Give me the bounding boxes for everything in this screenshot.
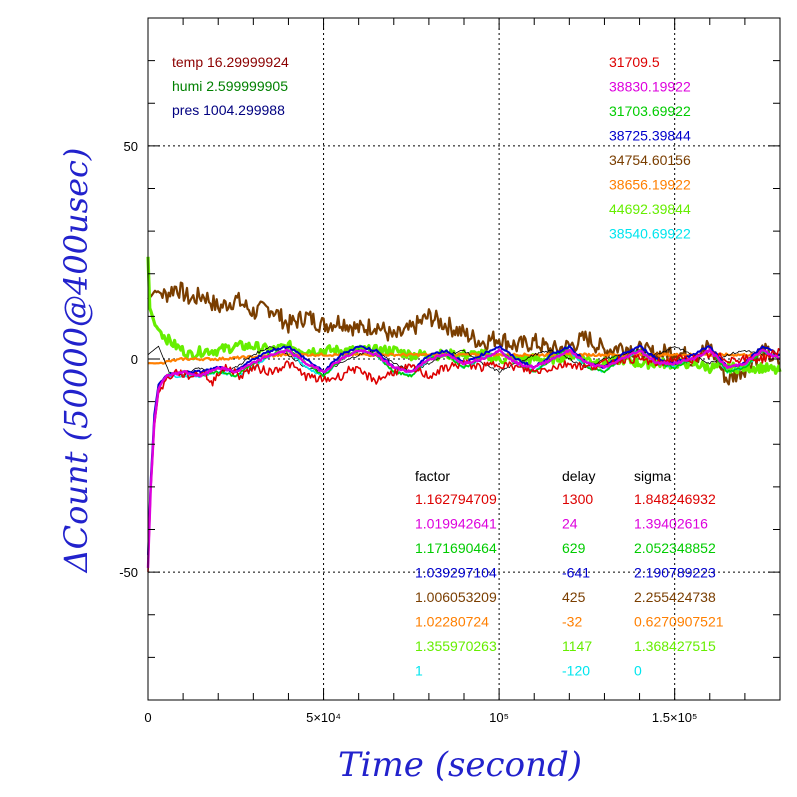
legend-value: 38540.69922	[609, 226, 691, 242]
legend-value: 31703.69922	[609, 103, 691, 119]
legend-value: 34754.60156	[609, 152, 691, 168]
y-tick-label: 50	[124, 139, 138, 154]
series-line	[146, 348, 781, 568]
x-tick-label: 0	[144, 710, 151, 725]
table-cell-factor: 1.006053209	[415, 589, 497, 605]
plot-series	[146, 256, 782, 572]
table-cell-sigma: 1.368427515	[634, 638, 716, 654]
table-header: factor	[415, 468, 450, 484]
y-tick-label: 0	[131, 352, 138, 367]
table-cell-factor: 1	[415, 663, 423, 679]
table-cell-factor: 1.355970263	[415, 638, 497, 654]
annotations: temp 16.29999924 humi 2.599999905 pres 100…	[172, 54, 724, 679]
y-tick-label: -50	[119, 565, 138, 580]
legend-value: 38725.39844	[609, 128, 691, 144]
series-line	[147, 281, 781, 386]
env-label: humi 2.599999905	[172, 78, 288, 94]
table-header: sigma	[634, 468, 672, 484]
x-tick-label: 1.5×10⁵	[652, 710, 698, 725]
table-cell-factor: 1.019942641	[415, 516, 497, 532]
table-cell-delay: 1300	[562, 491, 593, 507]
table-cell-delay: 24	[562, 516, 578, 532]
legend-value: 31709.5	[609, 54, 660, 70]
axis-ticks: 0 5×10⁴ 10⁵ 1.5×10⁵ 50 0 -50	[119, 18, 780, 725]
table-cell-delay: -641	[562, 565, 590, 581]
series-line	[147, 345, 781, 377]
table-cell-factor: 1.039297104	[415, 565, 497, 581]
table-cell-delay: -120	[562, 663, 590, 679]
table-cell-sigma: 1.848246932	[634, 491, 716, 507]
table-cell-delay: -32	[562, 614, 582, 630]
env-label: temp 16.29999924	[172, 54, 289, 70]
table-cell-factor: 1.171690464	[415, 540, 497, 556]
legend-value: 38830.19922	[609, 79, 691, 95]
table-cell-delay: 1147	[562, 638, 592, 654]
table-cell-sigma: 2.052348852	[634, 540, 716, 556]
table-cell-factor: 1.162794709	[415, 491, 497, 507]
table-cell-sigma: 1.39402616	[634, 516, 708, 532]
y-axis-title: ΔCount (50000@400usec)	[57, 148, 95, 575]
table-cell-sigma: 0.6270907521	[634, 614, 724, 630]
table-cell-sigma: 0	[634, 663, 642, 679]
table-cell-factor: 1.02280724	[415, 614, 489, 630]
x-tick-label: 5×10⁴	[306, 710, 341, 725]
series-line	[147, 352, 781, 365]
table-cell-delay: 629	[562, 540, 586, 556]
x-tick-label: 10⁵	[489, 710, 509, 725]
x-axis-title: Time (second)	[338, 745, 582, 785]
table-cell-sigma: 2.190789223	[634, 565, 716, 581]
table-header: delay	[562, 468, 595, 484]
legend-value: 38656.19922	[609, 177, 691, 193]
legend-value: 44692.39844	[609, 201, 691, 217]
series-line	[147, 345, 781, 560]
table-cell-delay: 425	[562, 589, 586, 605]
env-label: pres 1004.299988	[172, 102, 285, 118]
series-line	[147, 348, 781, 572]
table-cell-sigma: 2.255424738	[634, 589, 716, 605]
